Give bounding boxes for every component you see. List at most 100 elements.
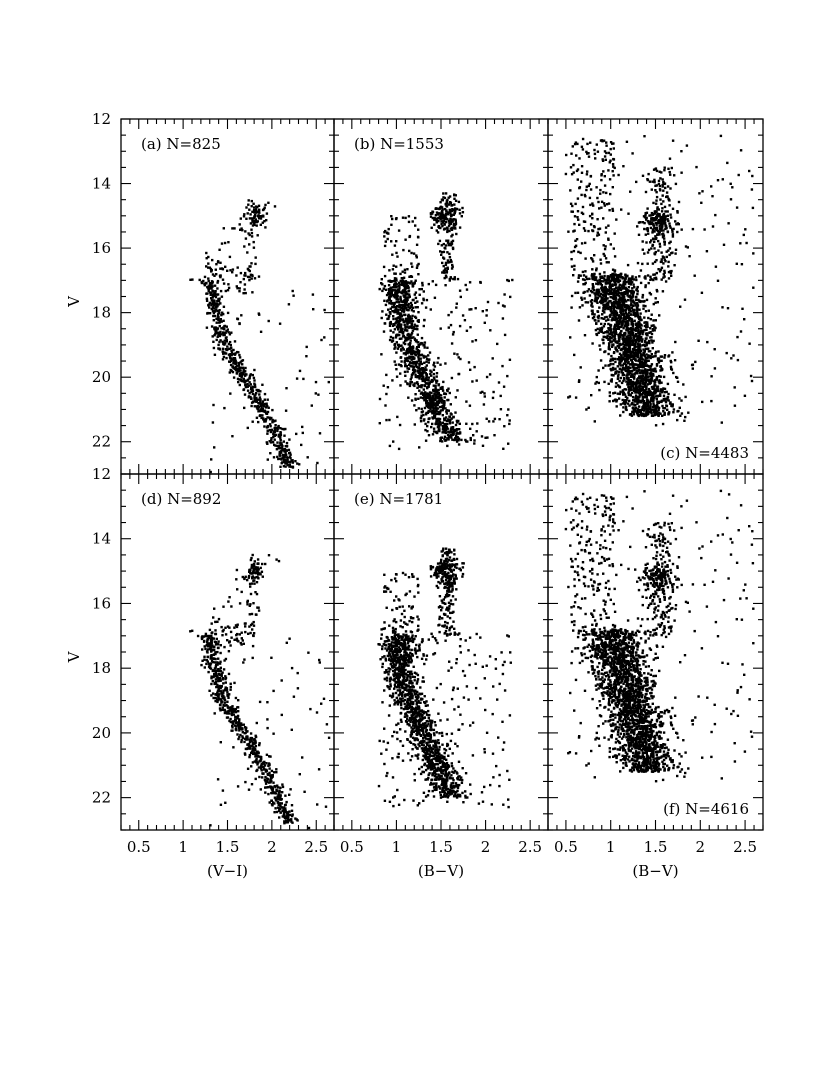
scatter-point bbox=[443, 196, 447, 200]
scatter-point bbox=[640, 300, 643, 303]
scatter-point bbox=[611, 331, 615, 334]
scatter-point bbox=[668, 199, 671, 202]
scatter-point bbox=[655, 184, 658, 187]
scatter-point bbox=[390, 215, 393, 218]
scatter-point bbox=[403, 359, 407, 363]
scatter-point bbox=[411, 320, 415, 323]
panel-c: (c) N=4483 bbox=[547, 118, 764, 475]
scatter-point bbox=[567, 230, 570, 233]
scatter-point bbox=[643, 316, 646, 319]
scatter-point bbox=[585, 275, 588, 278]
scatter-point bbox=[688, 255, 691, 258]
scatter-point bbox=[248, 217, 252, 220]
scatter-point bbox=[425, 360, 428, 363]
scatter-point bbox=[395, 289, 398, 292]
scatter-point bbox=[228, 371, 231, 374]
scatter-point bbox=[595, 267, 598, 270]
scatter-point bbox=[437, 356, 440, 360]
scatter-point bbox=[455, 419, 459, 423]
scatter-point bbox=[643, 393, 647, 396]
scatter-point bbox=[620, 329, 623, 333]
scatter-point bbox=[619, 357, 623, 360]
scatter-point bbox=[259, 330, 263, 333]
scatter-point bbox=[230, 346, 233, 349]
scatter-point bbox=[670, 166, 673, 170]
scatter-point bbox=[409, 282, 412, 285]
scatter-point bbox=[246, 267, 250, 271]
scatter-point bbox=[655, 363, 659, 366]
scatter-point bbox=[573, 353, 576, 357]
scatter-point bbox=[222, 227, 225, 230]
scatter-point bbox=[211, 258, 214, 262]
scatter-point bbox=[451, 438, 454, 441]
scatter-point bbox=[631, 341, 635, 344]
scatter-point bbox=[441, 404, 444, 408]
scatter-point bbox=[659, 189, 662, 192]
scatter-point bbox=[605, 280, 608, 283]
scatter-point bbox=[613, 232, 616, 235]
scatter-point bbox=[584, 257, 587, 260]
scatter-point bbox=[629, 379, 632, 382]
scatter-point bbox=[283, 434, 286, 437]
scatter-point bbox=[629, 190, 632, 193]
scatter-point bbox=[412, 252, 416, 255]
scatter-point bbox=[471, 422, 474, 426]
scatter-point bbox=[441, 399, 444, 402]
scatter-point bbox=[306, 456, 309, 459]
scatter-point bbox=[411, 265, 414, 268]
scatter-point bbox=[440, 222, 443, 226]
scatter-point bbox=[628, 345, 632, 348]
scatter-point bbox=[454, 219, 457, 222]
scatter-point bbox=[629, 366, 632, 369]
scatter-point bbox=[410, 309, 414, 312]
scatter-point bbox=[592, 204, 595, 207]
scatter-point bbox=[591, 258, 594, 261]
scatter-point bbox=[234, 362, 237, 366]
scatter-point bbox=[636, 225, 639, 228]
scatter-point bbox=[635, 389, 638, 393]
scatter-point bbox=[458, 324, 462, 328]
scatter-point bbox=[617, 356, 621, 359]
scatter-point bbox=[255, 406, 259, 409]
scatter-point bbox=[392, 315, 395, 318]
scatter-point bbox=[406, 356, 409, 360]
scatter-point bbox=[443, 207, 447, 211]
scatter-point bbox=[393, 305, 396, 309]
scatter-point bbox=[420, 362, 424, 366]
scatter-point bbox=[733, 404, 737, 407]
scatter-point bbox=[475, 430, 478, 433]
scatter-point bbox=[236, 370, 239, 373]
scatter-point bbox=[580, 296, 583, 299]
scatter-point bbox=[609, 290, 612, 293]
scatter-point bbox=[648, 401, 652, 404]
scatter-point bbox=[642, 403, 646, 406]
scatter-point bbox=[448, 195, 452, 198]
scatter-point bbox=[414, 375, 417, 379]
scatter-point bbox=[213, 314, 216, 318]
scatter-point bbox=[633, 286, 636, 289]
scatter-point bbox=[258, 393, 261, 396]
scatter-point bbox=[453, 430, 456, 433]
scatter-point bbox=[447, 430, 450, 433]
scatter-point bbox=[217, 343, 220, 347]
scatter-point bbox=[636, 382, 639, 385]
scatter-point bbox=[595, 300, 598, 303]
scatter-point bbox=[393, 328, 397, 331]
scatter-point bbox=[392, 331, 395, 334]
scatter-point bbox=[415, 350, 418, 354]
scatter-point bbox=[423, 406, 427, 410]
scatter-point bbox=[422, 378, 425, 381]
scatter-point bbox=[432, 363, 435, 367]
scatter-point bbox=[238, 290, 241, 293]
scatter-point bbox=[452, 224, 455, 227]
scatter-point bbox=[633, 302, 636, 305]
scatter-point bbox=[663, 411, 666, 415]
scatter-point bbox=[397, 290, 401, 294]
scatter-point bbox=[408, 337, 411, 340]
scatter-point bbox=[246, 251, 249, 254]
scatter-point bbox=[599, 300, 602, 303]
scatter-point bbox=[397, 447, 401, 451]
scatter-point bbox=[629, 413, 633, 416]
scatter-point bbox=[484, 436, 487, 439]
scatter-point bbox=[680, 412, 684, 415]
